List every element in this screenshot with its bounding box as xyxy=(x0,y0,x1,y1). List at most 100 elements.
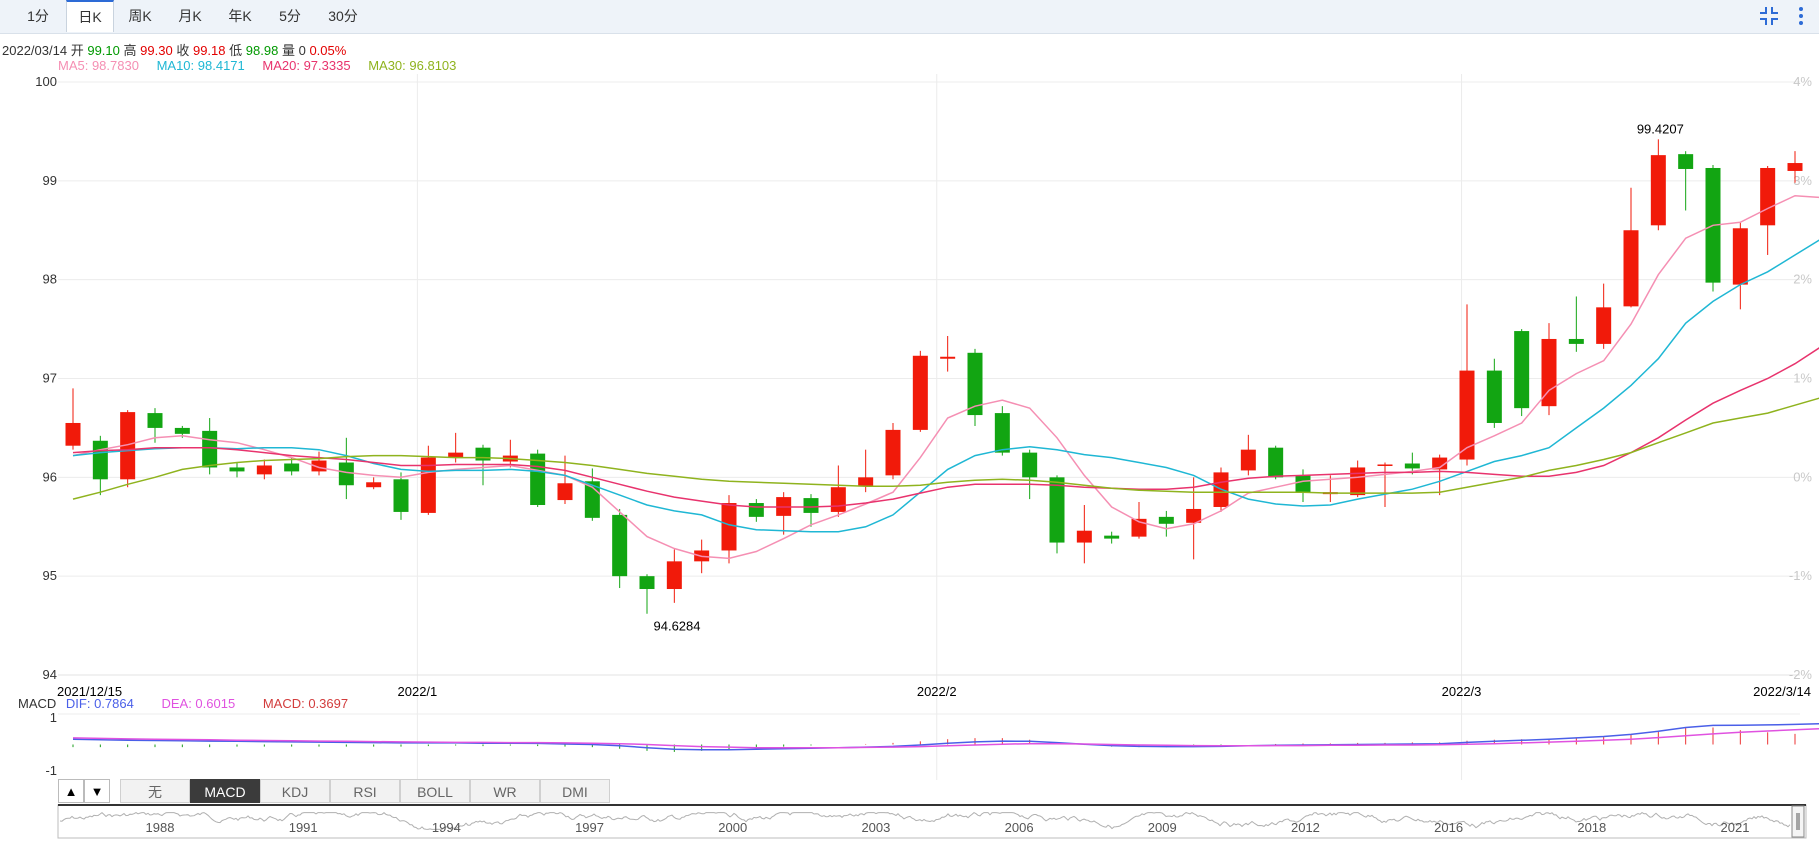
candle-body xyxy=(1623,230,1639,307)
candle-body xyxy=(502,455,518,462)
price-tick-label: 95 xyxy=(43,568,57,583)
percent-tick-label: 0% xyxy=(1793,469,1812,484)
navigator-year-label: 2003 xyxy=(861,820,890,835)
candle xyxy=(721,495,737,564)
candle xyxy=(1623,187,1639,308)
info-low: 98.98 xyxy=(245,43,279,58)
candle-body xyxy=(1541,338,1557,407)
candle xyxy=(994,406,1010,456)
candle-body xyxy=(557,483,573,501)
navigator-year-label: 2021 xyxy=(1721,820,1750,835)
candle xyxy=(65,388,81,450)
ma10-line xyxy=(72,239,1819,533)
dif-label: DIF: 0.7864 xyxy=(65,696,134,711)
candle xyxy=(448,432,464,463)
navigator-year-label: 2009 xyxy=(1148,820,1177,835)
price-axis: 100 99 98 97 96 95 94 xyxy=(35,74,57,682)
candle xyxy=(858,449,874,493)
tab-1min[interactable]: 1分 xyxy=(27,8,49,24)
candle-body xyxy=(366,482,382,488)
candle-body xyxy=(311,460,327,472)
ohlc-info: 2022/03/14 开 99.10 高 99.30 收 99.18 低 98.… xyxy=(2,40,346,59)
ma20-line xyxy=(72,347,1819,508)
candle xyxy=(1760,166,1776,255)
indicator-wr[interactable]: WR xyxy=(470,779,540,803)
info-low-label: 低 xyxy=(229,43,243,58)
candle-body xyxy=(803,498,819,513)
candle xyxy=(1268,445,1284,480)
tab-5min[interactable]: 5分 xyxy=(279,8,301,24)
ma30-line xyxy=(72,397,1819,500)
collapse-icon[interactable] xyxy=(1758,5,1780,27)
info-high: 99.30 xyxy=(140,43,173,58)
navigator-year-label: 1997 xyxy=(575,820,604,835)
candle xyxy=(174,425,190,438)
percent-tick-label: -1% xyxy=(1789,568,1813,583)
candle xyxy=(1486,358,1502,428)
candle-body xyxy=(694,550,710,562)
more-menu-icon[interactable] xyxy=(1790,5,1812,27)
price-tick-label: 99 xyxy=(43,173,57,188)
candle xyxy=(1705,165,1721,292)
candle-body xyxy=(1186,508,1202,523)
indicator-none[interactable]: 无 xyxy=(120,779,190,803)
navigator-year-label: 2006 xyxy=(1005,820,1034,835)
percent-tick-label: 2% xyxy=(1793,272,1812,287)
indicator-boll[interactable]: BOLL xyxy=(400,779,470,803)
tab-daily-k[interactable]: 日K xyxy=(66,0,114,32)
candle-body xyxy=(338,462,354,486)
navigator-year-label: 2018 xyxy=(1577,820,1606,835)
macd-value-label: MACD: 0.3697 xyxy=(262,696,349,711)
candle-body xyxy=(940,356,956,359)
candle xyxy=(584,468,600,521)
annotations: 99.4207 94.6284 xyxy=(654,121,1684,633)
chart-grid xyxy=(58,74,1800,780)
tab-30min[interactable]: 30分 xyxy=(328,8,358,24)
candle-body xyxy=(830,487,846,512)
candle xyxy=(147,408,163,443)
tab-yearly-k[interactable]: 年K xyxy=(228,8,252,24)
macd-tick-label: 1 xyxy=(50,710,57,725)
ma-lines xyxy=(72,194,1819,560)
navigator-year-label: 1991 xyxy=(289,820,318,835)
candle xyxy=(1432,454,1448,496)
candle-body xyxy=(1268,447,1284,478)
candle-body xyxy=(229,467,245,472)
navigator-handle xyxy=(1791,805,1805,838)
scroll-up-button[interactable]: ▲ xyxy=(58,779,84,803)
period-tab-bar: 1分 日K 周K 月K 年K 5分 30分 xyxy=(0,0,1819,34)
candle-body xyxy=(858,477,874,487)
percent-axis: 4% 3% 2% 1% 0% -1% -2% xyxy=(1789,74,1813,682)
candle-body xyxy=(65,422,81,446)
tab-weekly-k[interactable]: 周K xyxy=(128,8,152,24)
candle-body xyxy=(393,479,409,512)
date-label-feb: 2022/2 xyxy=(917,684,957,699)
candle xyxy=(1158,510,1174,537)
indicator-macd[interactable]: MACD xyxy=(190,779,260,803)
scroll-down-button[interactable]: ▼ xyxy=(84,779,110,803)
candle xyxy=(1213,467,1229,512)
candle-body xyxy=(1022,452,1038,478)
date-label-mar: 2022/3 xyxy=(1442,684,1482,699)
indicator-dmi[interactable]: DMI xyxy=(540,779,610,803)
info-open-label: 开 xyxy=(70,43,84,58)
candle xyxy=(229,462,245,478)
tab-monthly-k[interactable]: 月K xyxy=(178,8,202,24)
candle xyxy=(202,418,218,475)
candle xyxy=(776,492,792,535)
candle xyxy=(1240,434,1256,476)
candles xyxy=(65,139,1803,614)
navigator-year-label: 2016 xyxy=(1434,820,1463,835)
candle-body xyxy=(1104,535,1120,539)
indicator-kdj[interactable]: KDJ xyxy=(260,779,330,803)
indicator-rsi[interactable]: RSI xyxy=(330,779,400,803)
candle xyxy=(612,508,628,589)
candle-body xyxy=(912,355,928,430)
ma5-label: MA5: 98.7830 xyxy=(58,58,139,73)
candle-body xyxy=(174,427,190,434)
candle xyxy=(1514,329,1530,417)
candle-body xyxy=(748,503,764,517)
candle-body xyxy=(92,440,108,480)
candle-body xyxy=(1486,370,1502,423)
